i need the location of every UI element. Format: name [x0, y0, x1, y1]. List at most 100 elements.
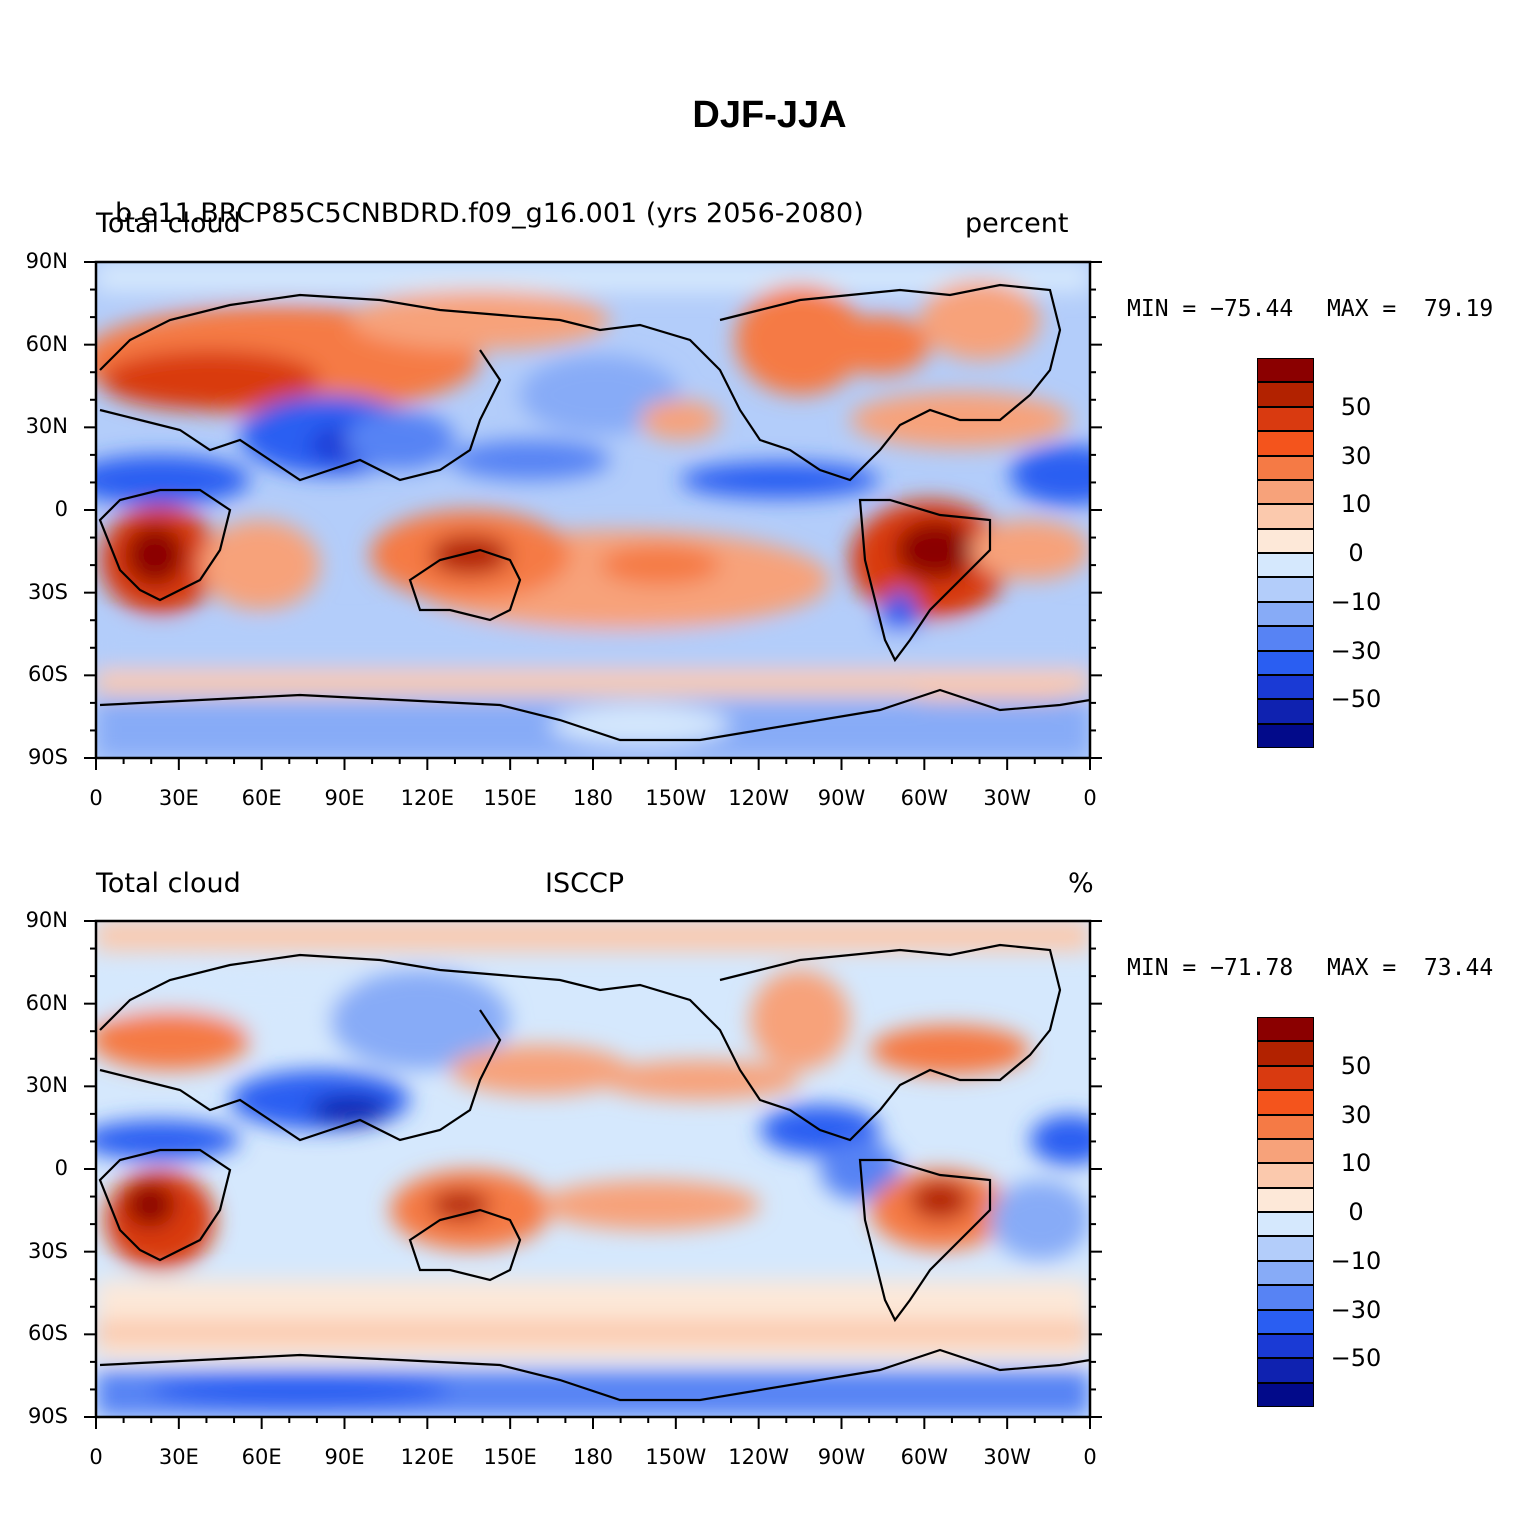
panel-observations: Total cloud ISCCP % MIN = −71.78 MAX = 7…: [0, 840, 1539, 1500]
colorbar-swatch: [1257, 553, 1314, 578]
colorbar-swatch: [1257, 577, 1314, 602]
colorbar-label: 10: [1340, 1149, 1372, 1178]
panel-model: Total cloud b.e11.BRCP85C5CNBDRD.f09_g16…: [0, 180, 1539, 840]
colorbar-swatch: [1257, 1187, 1314, 1212]
max-value: MAX = 73.44: [1327, 955, 1494, 981]
colorbar-swatch: [1257, 1017, 1314, 1042]
lon-label: 120W: [728, 1445, 790, 1469]
colorbar-swatch: [1257, 1212, 1314, 1237]
colorbar-label: 10: [1340, 490, 1372, 519]
colorbar-swatch: [1257, 455, 1314, 480]
lon-label: 150E: [483, 1445, 537, 1469]
min-value: MIN = −71.78: [1127, 955, 1294, 981]
colorbar-swatch: [1257, 1309, 1314, 1334]
colorbar-swatch: [1257, 406, 1314, 432]
lat-label: 90N: [25, 908, 68, 932]
lon-label: 150W: [645, 1445, 707, 1469]
lon-label: 120E: [400, 786, 454, 810]
colorbar-swatch: [1257, 626, 1314, 651]
map-model: [84, 260, 1102, 770]
colorbar-swatch: [1257, 382, 1314, 407]
filled-contours: [96, 921, 1090, 1417]
center-label: ISCCP: [545, 868, 625, 899]
lon-label: 0: [89, 786, 103, 810]
colorbar-swatch: [1257, 650, 1314, 675]
colorbar-label: 0: [1348, 1198, 1364, 1226]
lon-label: 0: [1083, 786, 1097, 810]
colorbar-swatch: [1257, 1138, 1314, 1164]
lat-label: 60N: [25, 990, 68, 1015]
map-observations: [84, 919, 1102, 1429]
lon-label: 0: [89, 1445, 103, 1469]
colorbar-swatch: [1257, 1285, 1314, 1310]
colorbar-swatch: [1257, 1358, 1314, 1383]
colorbar-swatch: [1257, 358, 1314, 383]
colorbar-label: 50: [1340, 392, 1372, 421]
colorbar-swatch: [1257, 528, 1314, 553]
colorbar-label: 30: [1340, 441, 1372, 470]
lon-label: 180: [572, 786, 614, 810]
right-label: percent: [965, 208, 1069, 239]
colorbar-swatch: [1257, 1236, 1314, 1261]
left-label: Total cloud: [96, 868, 241, 899]
lon-label: 30E: [158, 1445, 199, 1469]
lon-label: 60E: [241, 786, 282, 810]
colorbar-label: −50: [1330, 685, 1382, 714]
lat-label: 30N: [25, 414, 68, 439]
colorbar-swatch: [1257, 504, 1314, 529]
lat-label: 30S: [27, 579, 68, 604]
lat-label: 90S: [27, 1404, 68, 1428]
lon-label: 0: [1083, 1445, 1097, 1469]
colorbar-swatch: [1257, 431, 1314, 456]
lon-label: 120W: [728, 786, 790, 810]
lon-label: 150E: [483, 786, 537, 810]
colorbar-swatch: [1257, 723, 1314, 748]
right-label: %: [1068, 868, 1094, 899]
lon-label: 120E: [400, 1445, 454, 1469]
colorbar-swatch: [1257, 1163, 1314, 1188]
colorbar-swatch: [1257, 674, 1314, 700]
max-value: MAX = 79.19: [1327, 296, 1494, 322]
lon-label: 60W: [900, 1445, 949, 1469]
lon-label: 60W: [900, 786, 949, 810]
colorbar-label: −30: [1330, 636, 1382, 665]
lat-label: 0: [54, 1156, 68, 1180]
colorbar-label: −10: [1330, 1246, 1382, 1275]
lat-label: 30N: [25, 1073, 68, 1098]
lon-label: 90E: [324, 1445, 365, 1469]
colorbar-swatch: [1257, 1382, 1314, 1407]
lat-label: 60S: [27, 1321, 68, 1346]
colorbar-swatch: [1257, 1090, 1314, 1115]
colorbar-label: −30: [1330, 1295, 1382, 1324]
lat-label: 0: [54, 497, 68, 521]
lat-label: 30S: [27, 1238, 68, 1263]
colorbar-swatch: [1257, 601, 1314, 627]
lat-label: 90S: [27, 745, 68, 769]
colorbar-label: 50: [1340, 1051, 1372, 1080]
lon-label: 90W: [817, 1445, 866, 1469]
colorbar-label: 30: [1340, 1100, 1372, 1129]
lat-label: 90N: [25, 249, 68, 273]
colorbar-label: 0: [1348, 539, 1364, 567]
lon-label: 30W: [983, 786, 1031, 810]
lat-label: 60N: [25, 331, 68, 356]
colorbar-swatch: [1257, 1333, 1314, 1359]
colorbar-swatch: [1257, 1114, 1314, 1139]
center-label: b.e11.BRCP85C5CNBDRD.f09_g16.001 (yrs 20…: [115, 198, 864, 229]
colorbar-swatch: [1257, 1260, 1314, 1286]
left-label: Total cloud: [96, 208, 241, 239]
lon-label: 60E: [241, 1445, 282, 1469]
lon-label: 30E: [158, 786, 199, 810]
colorbar-swatch: [1257, 479, 1314, 505]
colorbar-swatch: [1257, 699, 1314, 724]
coastlines: [98, 943, 1090, 1402]
colorbar-label: −10: [1330, 587, 1382, 616]
lat-label: 60S: [27, 662, 68, 687]
lon-label: 90W: [817, 786, 866, 810]
colorbar-swatch: [1257, 1065, 1314, 1091]
min-value: MIN = −75.44: [1127, 296, 1294, 322]
lon-label: 150W: [645, 786, 707, 810]
lon-label: 180: [572, 1445, 614, 1469]
colorbar-swatch: [1257, 1041, 1314, 1066]
lon-label: 30W: [983, 1445, 1031, 1469]
